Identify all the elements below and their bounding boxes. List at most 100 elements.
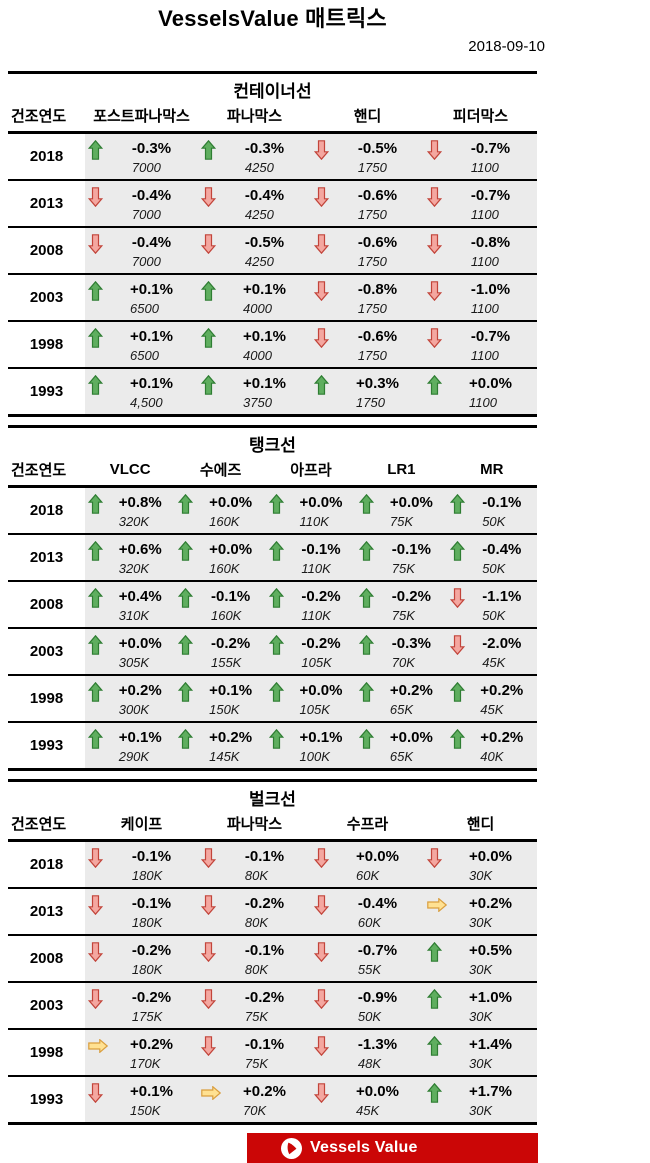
value-label: 320K bbox=[118, 561, 150, 576]
value-label: 7000 bbox=[131, 160, 161, 175]
up-arrow-icon bbox=[178, 541, 194, 561]
up-arrow-icon bbox=[359, 729, 375, 749]
arrow-wrap bbox=[314, 848, 334, 868]
value-label: 50K bbox=[482, 561, 506, 576]
pct-change: +0.0% bbox=[356, 848, 399, 865]
value-label: 305K bbox=[118, 655, 150, 670]
value-cell: +0.1% 4,500 bbox=[85, 368, 198, 416]
value-label: 160K bbox=[209, 514, 240, 529]
arrow-wrap bbox=[88, 375, 108, 395]
value-cell: +0.0% 305K bbox=[85, 628, 176, 675]
ship-type-header: 수에즈 bbox=[175, 457, 266, 488]
arrow-wrap bbox=[88, 1036, 108, 1056]
pct-change: -0.2% bbox=[244, 895, 285, 912]
arrow-wrap bbox=[449, 541, 470, 561]
down-arrow-icon bbox=[201, 848, 216, 868]
build-year: 2013 bbox=[8, 180, 85, 227]
ship-type-header: LR1 bbox=[356, 457, 447, 488]
arrow-wrap bbox=[201, 140, 221, 160]
build-year: 2003 bbox=[8, 982, 85, 1029]
value-cell: +0.1% 4000 bbox=[198, 321, 311, 368]
value-cell: -0.1% 75K bbox=[356, 534, 447, 581]
value-cell: -0.6% 1750 bbox=[311, 321, 424, 368]
value-cell: -0.3% 70K bbox=[356, 628, 447, 675]
value-cell: -0.2% 110K bbox=[265, 581, 357, 628]
value-label: 180K bbox=[131, 868, 163, 883]
arrow-wrap bbox=[88, 140, 108, 160]
value-label: 1100 bbox=[470, 254, 499, 269]
arrow-wrap bbox=[427, 328, 447, 348]
arrow-wrap bbox=[88, 541, 108, 561]
page-title: VesselsValue 매트릭스 bbox=[158, 6, 387, 31]
ship-type-header: 아프라 bbox=[265, 457, 357, 488]
pct-change: -0.9% bbox=[357, 989, 398, 1006]
arrow-wrap bbox=[314, 375, 334, 395]
value-label: 45K bbox=[480, 702, 504, 717]
year-column-header: 건조연도 bbox=[8, 103, 85, 134]
value-label: 180K bbox=[131, 962, 163, 977]
down-arrow-icon bbox=[201, 1036, 216, 1056]
down-arrow-icon bbox=[88, 895, 103, 915]
arrow-wrap bbox=[88, 281, 108, 301]
section-title: 탱크선 bbox=[8, 426, 537, 457]
ship-type-header: VLCC bbox=[85, 457, 176, 488]
value-label: 40K bbox=[480, 749, 504, 764]
pct-change: +0.2% bbox=[118, 682, 162, 699]
arrow-wrap bbox=[88, 234, 108, 254]
pct-change: +0.1% bbox=[130, 1083, 173, 1100]
pct-change: +0.0% bbox=[469, 375, 512, 392]
down-arrow-icon bbox=[314, 187, 329, 207]
value-cell: -1.0% 1100 bbox=[424, 274, 537, 321]
table-row: 1993 +0.1% 290K +0.2% 145K +0.1% 100K +0.0% 65K +… bbox=[8, 722, 537, 770]
pct-change: -0.2% bbox=[210, 635, 251, 652]
value-cell: -0.8% 1100 bbox=[424, 227, 537, 274]
value-label: 50K bbox=[357, 1009, 382, 1024]
arrow-wrap bbox=[268, 729, 289, 749]
ship-type-header: 핸디 bbox=[424, 811, 537, 842]
value-cell: -0.1% 180K bbox=[85, 888, 198, 935]
arrow-wrap bbox=[201, 989, 221, 1009]
pct-change: -0.4% bbox=[357, 895, 398, 912]
build-year: 2008 bbox=[8, 227, 85, 274]
value-label: 1100 bbox=[470, 348, 499, 363]
value-label: 170K bbox=[130, 1056, 161, 1071]
arrow-wrap bbox=[88, 494, 108, 514]
arrow-wrap bbox=[359, 729, 379, 749]
value-label: 4000 bbox=[243, 301, 272, 316]
pct-change: +0.8% bbox=[118, 494, 162, 511]
pct-change: +0.1% bbox=[118, 729, 162, 746]
pct-change: +0.0% bbox=[389, 494, 433, 511]
value-label: 55K bbox=[357, 962, 382, 977]
build-year: 1998 bbox=[8, 321, 85, 368]
pct-change: +1.4% bbox=[469, 1036, 512, 1053]
value-cell: -0.6% 1750 bbox=[311, 180, 424, 227]
pct-change: +0.0% bbox=[299, 494, 343, 511]
value-cell: +0.6% 320K bbox=[85, 534, 176, 581]
value-cell: -0.5% 1750 bbox=[311, 132, 424, 180]
build-year: 2018 bbox=[8, 486, 85, 534]
value-label: 4250 bbox=[244, 160, 274, 175]
up-arrow-icon bbox=[359, 682, 375, 702]
up-arrow-icon bbox=[201, 375, 216, 395]
arrow-wrap bbox=[178, 635, 198, 655]
pct-change: +0.1% bbox=[209, 682, 253, 699]
value-cell: +0.0% 110K bbox=[265, 486, 357, 534]
down-arrow-icon bbox=[314, 895, 329, 915]
up-arrow-icon bbox=[88, 588, 103, 608]
value-cell: -0.7% 1100 bbox=[424, 132, 537, 180]
arrow-wrap bbox=[268, 588, 289, 608]
value-label: 4,500 bbox=[130, 395, 163, 410]
pct-change: +0.0% bbox=[209, 494, 253, 511]
value-label: 1750 bbox=[356, 395, 385, 410]
up-arrow-icon bbox=[268, 682, 284, 702]
arrow-wrap bbox=[427, 187, 447, 207]
pct-change: -0.2% bbox=[301, 588, 341, 605]
pct-change: +1.0% bbox=[469, 989, 512, 1006]
up-arrow-icon bbox=[359, 635, 375, 655]
value-cell: +0.1% 290K bbox=[85, 722, 176, 770]
value-label: 1750 bbox=[357, 254, 387, 269]
arrow-wrap bbox=[88, 989, 108, 1009]
down-arrow-icon bbox=[201, 989, 216, 1009]
value-label: 110K bbox=[299, 514, 329, 529]
table-row: 1993 +0.1% 4,500 +0.1% 3750 +0.3% 1750 +0.0% 110… bbox=[8, 368, 537, 416]
